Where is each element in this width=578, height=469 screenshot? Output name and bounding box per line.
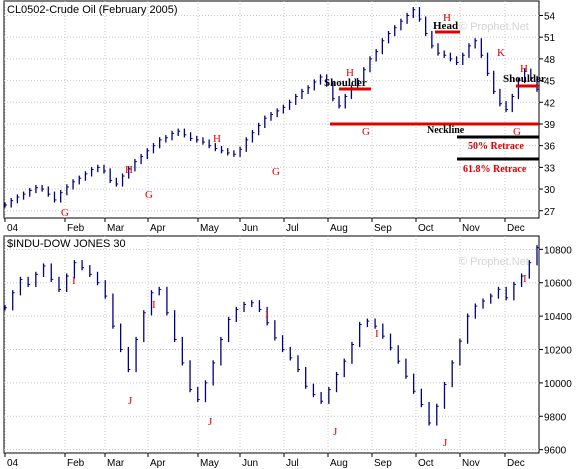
y-tick-label: 51 bbox=[544, 33, 556, 44]
x-tick-label: Mar bbox=[107, 223, 125, 234]
marker-g: G bbox=[61, 207, 69, 219]
crude-oil-panel: CL0502-Crude Oil (February 2005) © Proph… bbox=[3, 0, 556, 234]
x-tick-label: Nov bbox=[462, 223, 480, 234]
y-tick-label: 9800 bbox=[544, 412, 567, 423]
y-tick-label: 45 bbox=[544, 77, 556, 88]
y-tick-label: 10200 bbox=[544, 346, 572, 357]
x-tick-label: Aug bbox=[330, 458, 348, 469]
marker-j: J bbox=[333, 426, 338, 438]
marker-g: G bbox=[362, 126, 370, 138]
y-tick-label: 10000 bbox=[544, 379, 572, 390]
x-tick-label: 04 bbox=[7, 458, 19, 469]
crude-oil-y-axis: 27 30 33 36 39 42 45 48 51 54 bbox=[539, 11, 556, 218]
y-tick-label: 30 bbox=[544, 185, 556, 196]
crude-oil-title: CL0502-Crude Oil (February 2005) bbox=[7, 4, 178, 16]
x-tick-label: Jul bbox=[286, 223, 299, 234]
x-tick-label: Aug bbox=[330, 223, 348, 234]
y-tick-label: 48 bbox=[544, 55, 556, 66]
annotation-retrace-618: 61.8% Retrace bbox=[463, 164, 527, 175]
marker-h: H bbox=[346, 67, 354, 79]
marker-h: H bbox=[125, 164, 133, 176]
dow-jones-plot-border bbox=[3, 235, 540, 454]
marker-h: H bbox=[520, 63, 528, 75]
y-tick-label: 42 bbox=[544, 98, 556, 109]
dow-jones-price-series bbox=[4, 245, 539, 426]
marker-k: K bbox=[497, 47, 505, 59]
crude-oil-watermark: © Prophet.Net bbox=[459, 21, 529, 33]
x-tick-label: Nov bbox=[462, 458, 480, 469]
dow-jones-x-axis: 04 Feb Mar Apr May Jun Jul Aug Sep Oct Nov Dec bbox=[4, 453, 525, 469]
y-tick-label: 10600 bbox=[544, 279, 572, 290]
x-tick-label: Dec bbox=[507, 223, 525, 234]
dow-jones-y-axis: 9600 9800 10000 10200 10400 10600 10800 bbox=[539, 245, 572, 457]
x-tick-label: Mar bbox=[107, 458, 125, 469]
x-tick-label: Apr bbox=[150, 458, 166, 469]
y-tick-label: 10800 bbox=[544, 245, 572, 256]
dow-jones-panel: $INDU-DOW JONES 30 © Prophet.Net 9600 980… bbox=[3, 235, 572, 469]
marker-g: G bbox=[272, 166, 280, 178]
crude-oil-price-series bbox=[4, 7, 539, 208]
x-tick-label: Jul bbox=[286, 458, 299, 469]
x-tick-label: Sep bbox=[374, 458, 392, 469]
x-tick-label: Sep bbox=[374, 223, 392, 234]
marker-i: I bbox=[72, 275, 76, 287]
x-tick-label: Jun bbox=[242, 223, 258, 234]
y-tick-label: 39 bbox=[544, 120, 556, 131]
x-tick-label: 04 bbox=[7, 223, 19, 234]
marker-j: J bbox=[443, 437, 448, 449]
dow-jones-title: $INDU-DOW JONES 30 bbox=[7, 238, 126, 250]
marker-j: J bbox=[128, 395, 133, 407]
annotation-neckline: Neckline bbox=[427, 125, 465, 136]
annotation-retrace-50: 50% Retrace bbox=[468, 141, 524, 152]
annotation-head: Head bbox=[433, 20, 458, 32]
marker-i: I bbox=[523, 273, 527, 285]
x-tick-label: May bbox=[200, 223, 219, 234]
annotation-right-shoulder: Shoulder bbox=[503, 73, 546, 85]
crude-oil-plot-border bbox=[3, 0, 540, 219]
y-tick-label: 27 bbox=[544, 207, 556, 218]
x-tick-label: Jun bbox=[242, 458, 258, 469]
x-tick-label: Feb bbox=[67, 458, 85, 469]
x-tick-label: Feb bbox=[67, 223, 85, 234]
x-tick-label: May bbox=[200, 458, 219, 469]
marker-i: I bbox=[265, 309, 269, 321]
crude-oil-x-axis: 04 Feb Mar Apr May Jun Jul Aug Sep Oct Nov Dec bbox=[4, 218, 525, 234]
annotation-left-shoulder: Shoulder bbox=[324, 77, 367, 89]
marker-i: I bbox=[152, 299, 156, 311]
marker-j: J bbox=[208, 416, 213, 428]
crude-oil-gridlines bbox=[4, 1, 539, 218]
marker-i: I bbox=[375, 328, 379, 340]
y-tick-label: 9600 bbox=[544, 446, 567, 457]
x-tick-label: Apr bbox=[150, 223, 166, 234]
y-tick-label: 33 bbox=[544, 163, 556, 174]
dow-jones-watermark: © Prophet.Net bbox=[459, 256, 529, 268]
dow-jones-gridlines bbox=[4, 236, 539, 453]
x-tick-label: Dec bbox=[507, 458, 525, 469]
marker-head-h: H bbox=[443, 12, 451, 24]
marker-g: G bbox=[513, 126, 521, 138]
x-tick-label: Oct bbox=[418, 458, 434, 469]
marker-g: G bbox=[145, 189, 153, 201]
y-tick-label: 54 bbox=[544, 11, 556, 22]
y-tick-label: 10400 bbox=[544, 312, 572, 323]
y-tick-label: 36 bbox=[544, 142, 556, 153]
marker-h: H bbox=[213, 133, 221, 145]
x-tick-label: Oct bbox=[418, 223, 434, 234]
